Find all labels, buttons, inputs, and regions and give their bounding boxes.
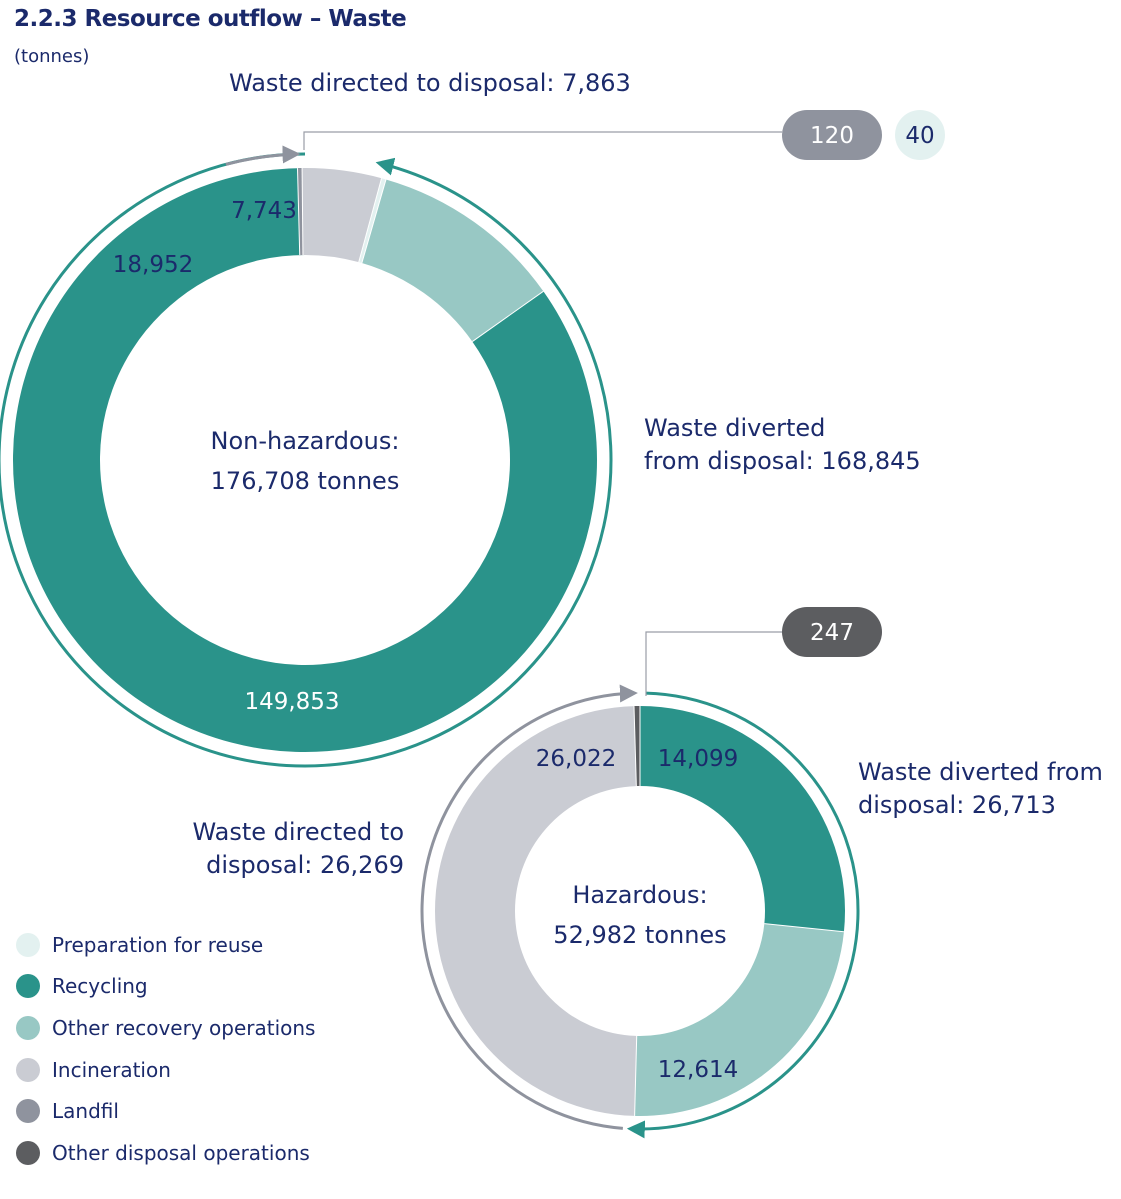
pill-landfil-label: 120: [810, 123, 854, 149]
segment-other-recovery: [361, 179, 544, 342]
haz-directed-annotation-line2: disposal: 26,269: [206, 851, 404, 879]
chart-title: 2.2.3 Resource outflow – Waste: [14, 6, 407, 32]
pill-other-disposal-shape: [782, 607, 882, 657]
legend-label: Preparation for reuse: [52, 932, 264, 957]
pill-landfil: 120: [782, 110, 882, 160]
legend-swatch: [16, 1140, 40, 1165]
segment-incineration: [435, 706, 637, 1116]
segment-recycling: [640, 706, 846, 932]
legend-item-preparation-for-reuse: Preparation for reuse: [16, 924, 315, 966]
legend-label: Other disposal operations: [52, 1140, 310, 1165]
haz-directed-annotation-line1: Waste directed to: [192, 818, 404, 846]
bracket-directed-hazardous: [420, 684, 638, 1130]
segment-label-other-recovery: 12,614: [658, 1057, 738, 1083]
bracket-diverted-nonhazardous: [0, 152, 613, 768]
segment-label-incineration: 7,743: [231, 198, 297, 224]
non-hazardous-donut: [12, 167, 597, 753]
segment-label-incineration: 26,022: [536, 746, 616, 772]
pill-other-disposal: 247: [782, 607, 882, 657]
center-label: Non-hazardous:: [211, 427, 400, 455]
segment-recycling: [12, 168, 597, 753]
bracket-diverted-hazardous: [626, 691, 860, 1139]
segment-separator: [764, 923, 845, 933]
nonhaz-diverted-annotation-line1: Waste diverted: [644, 414, 825, 442]
pill-other-disposal-label: 247: [810, 620, 854, 646]
segment-label-recycling: 149,853: [244, 689, 339, 715]
bracket-directed-nonhazardous: [225, 145, 301, 166]
legend-item-landfil: Landfil: [16, 1090, 315, 1132]
legend-swatch: [16, 1099, 40, 1124]
pill-preparation-for-reuse: 40: [895, 110, 945, 160]
legend-swatch: [16, 1015, 40, 1040]
hazardous-donut: [435, 706, 846, 1116]
legend-item-other-recovery: Other recovery operations: [16, 1007, 315, 1049]
legend-item-incineration: Incineration: [16, 1049, 315, 1091]
pill-preparation-for-reuse-shape: [895, 110, 945, 160]
chart-subtitle: (tonnes): [14, 46, 90, 67]
legend-label: Incineration: [52, 1057, 171, 1082]
segment-other-recovery: [634, 923, 844, 1116]
center-label: 52,982 tonnes: [553, 921, 726, 949]
legend-swatch: [16, 1057, 40, 1082]
leader-line-other-disposal: [645, 631, 782, 696]
nonhaz-diverted-annotation-line2: from disposal: 168,845: [644, 447, 921, 475]
haz-diverted-annotation-line2: disposal: 26,713: [858, 791, 1056, 819]
pill-landfil-shape: [782, 110, 882, 160]
legend-item-recycling: Recycling: [16, 966, 315, 1008]
segment-preparation-for-reuse: [358, 178, 386, 264]
legend-swatch: [16, 932, 40, 957]
segment-label-other-recovery: 18,952: [113, 252, 193, 278]
segment-incineration: [302, 167, 382, 263]
segment-other-disposal: [633, 706, 640, 787]
leader-line-landfil: [303, 131, 782, 150]
segment-separator: [361, 179, 387, 264]
legend-label: Landfil: [52, 1099, 119, 1124]
segment-separator: [301, 168, 304, 256]
legend: Preparation for reuse Recycling Other re…: [16, 924, 315, 1174]
segment-separator: [296, 168, 301, 256]
center-label: Hazardous:: [572, 881, 707, 909]
haz-diverted-annotation-line1: Waste diverted from: [858, 758, 1103, 786]
legend-label: Recycling: [52, 974, 148, 999]
legend-item-other-disposal: Other disposal operations: [16, 1132, 315, 1174]
segment-separator: [634, 1035, 638, 1116]
legend-swatch: [16, 974, 40, 999]
segment-separator: [633, 706, 637, 787]
pill-preparation-for-reuse-label: 40: [905, 123, 934, 149]
center-label: 176,708 tonnes: [211, 467, 400, 495]
segment-separator: [358, 178, 383, 263]
segment-separator: [472, 290, 544, 342]
segment-landfil: [297, 168, 303, 256]
segment-label-recycling: 14,099: [658, 746, 738, 772]
nonhaz-directed-annotation: Waste directed to disposal: 7,863: [229, 69, 631, 97]
legend-label: Other recovery operations: [52, 1015, 316, 1040]
